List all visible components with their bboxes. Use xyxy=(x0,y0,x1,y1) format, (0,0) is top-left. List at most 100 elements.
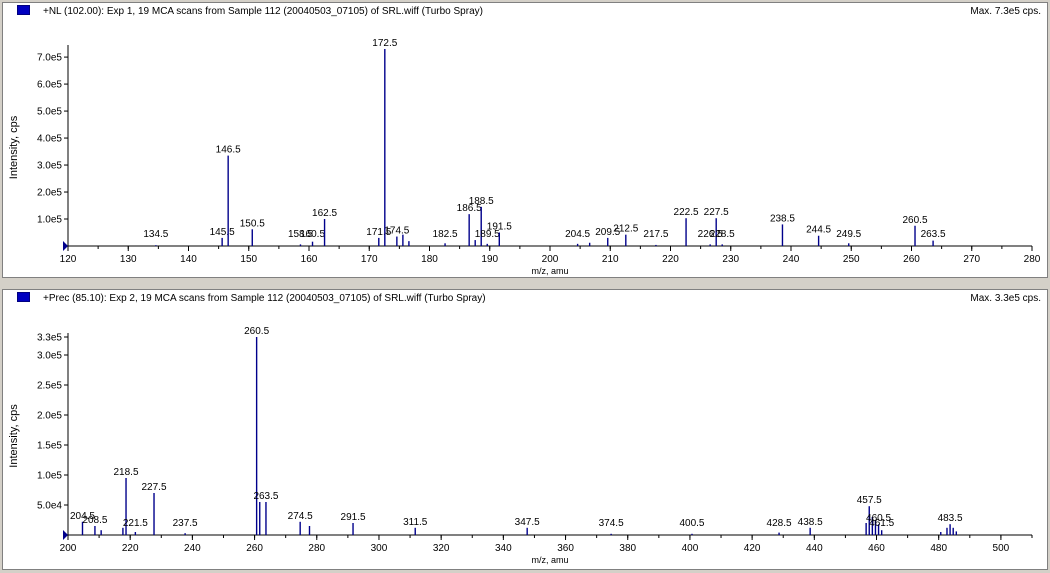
peak-label: 146.5 xyxy=(216,145,241,156)
peak-label: 263.5 xyxy=(253,491,278,502)
y-tick-label: 3.0e5 xyxy=(37,351,62,362)
peak-label: 189.5 xyxy=(475,229,500,240)
peak-label: 291.5 xyxy=(341,512,366,523)
x-tick-label: 500 xyxy=(993,543,1010,554)
peak-label: 191.5 xyxy=(487,222,512,233)
x-tick-label: 220 xyxy=(662,254,679,265)
peak-label: 221.5 xyxy=(123,518,148,529)
x-axis-label: m/z, amu xyxy=(531,266,568,276)
peak-label: 217.5 xyxy=(643,229,668,240)
x-tick-label: 180 xyxy=(421,254,438,265)
x-tick-label: 140 xyxy=(180,254,197,265)
peak-label: 228.5 xyxy=(710,229,735,240)
x-tick-label: 150 xyxy=(240,254,257,265)
peak-label: 438.5 xyxy=(798,517,823,528)
peak-label: 145.5 xyxy=(210,227,235,238)
peak-label: 172.5 xyxy=(372,38,397,49)
baseline-marker xyxy=(63,241,68,251)
x-axis-label: m/z, amu xyxy=(531,555,568,565)
peak-label: 218.5 xyxy=(114,467,139,478)
y-tick-label: 5.0e4 xyxy=(37,501,62,512)
x-tick-label: 210 xyxy=(602,254,619,265)
x-tick-label: 250 xyxy=(843,254,860,265)
x-tick-label: 340 xyxy=(495,543,512,554)
y-tick-label: 4.0e5 xyxy=(37,134,62,145)
peak-label: 238.5 xyxy=(770,213,795,224)
peak-label: 186.5 xyxy=(457,203,482,214)
x-tick-label: 200 xyxy=(60,543,77,554)
x-tick-label: 400 xyxy=(682,543,699,554)
peak-label: 204.5 xyxy=(565,229,590,240)
baseline-marker xyxy=(63,530,68,540)
spectrum-pane-top: +NL (102.00): Exp 1, 19 MCA scans from S… xyxy=(2,2,1048,278)
x-tick-label: 170 xyxy=(361,254,378,265)
peak-label: 204.5 xyxy=(70,511,95,522)
y-tick-label: 3.3e5 xyxy=(37,333,62,344)
x-tick-label: 480 xyxy=(930,543,947,554)
x-tick-label: 270 xyxy=(963,254,980,265)
max-intensity-label: Max. 3.3e5 cps. xyxy=(970,293,1041,304)
peak-label: 226.5 xyxy=(698,229,723,240)
peak-label: 263.5 xyxy=(921,229,946,240)
x-tick-label: 200 xyxy=(542,254,559,265)
pane-header: +Prec (85.10): Exp 2, 19 MCA scans from … xyxy=(3,290,1047,306)
y-tick-label: 2.5e5 xyxy=(37,381,62,392)
y-axis-label: Intensity, cps xyxy=(8,115,20,179)
pane-title: +NL (102.00): Exp 1, 19 MCA scans from S… xyxy=(43,6,483,17)
y-tick-label: 2.0e5 xyxy=(37,411,62,422)
y-tick-label: 5.0e5 xyxy=(37,107,62,118)
peak-label: 483.5 xyxy=(938,513,963,524)
x-tick-label: 190 xyxy=(481,254,498,265)
x-tick-label: 280 xyxy=(1024,254,1041,265)
x-tick-label: 220 xyxy=(122,543,139,554)
peak-label: 237.5 xyxy=(173,518,198,529)
trace-color-marker[interactable] xyxy=(17,5,30,15)
peak-label: 244.5 xyxy=(806,225,831,236)
peak-label: 188.5 xyxy=(469,196,494,207)
x-tick-label: 440 xyxy=(806,543,823,554)
x-tick-label: 360 xyxy=(557,543,574,554)
peak-label: 374.5 xyxy=(599,518,624,529)
peak-label: 400.5 xyxy=(679,518,704,529)
peak-label: 347.5 xyxy=(515,517,540,528)
y-tick-label: 6.0e5 xyxy=(37,80,62,91)
x-tick-label: 230 xyxy=(722,254,739,265)
peak-label: 227.5 xyxy=(142,482,167,493)
x-tick-label: 240 xyxy=(184,543,201,554)
trace-color-marker[interactable] xyxy=(17,292,30,302)
peak-label: 158.5 xyxy=(288,229,313,240)
peak-label: 171.5 xyxy=(366,227,391,238)
spectrum-plot[interactable]: 120 130 140 150 160 170 180 190 200 210 220 230 240 2… xyxy=(3,3,1047,277)
peak-label: 150.5 xyxy=(240,218,265,229)
y-axis-label: Intensity, cps xyxy=(8,404,20,468)
x-tick-label: 280 xyxy=(308,543,325,554)
peak-label: 260.5 xyxy=(902,215,927,226)
peak-label: 461.5 xyxy=(869,518,894,529)
x-tick-label: 320 xyxy=(433,543,450,554)
peak-label: 428.5 xyxy=(767,518,792,529)
y-tick-label: 1.0e5 xyxy=(37,215,62,226)
x-tick-label: 380 xyxy=(619,543,636,554)
x-tick-label: 130 xyxy=(120,254,137,265)
peak-label: 249.5 xyxy=(836,229,861,240)
peak-label: 174.5 xyxy=(384,226,409,237)
peak-label: 212.5 xyxy=(613,224,638,235)
y-tick-label: 7.0e5 xyxy=(37,53,62,64)
peak-label: 162.5 xyxy=(312,208,337,219)
peak-label: 182.5 xyxy=(433,229,458,240)
peak-label: 311.5 xyxy=(403,517,428,528)
peak-label: 457.5 xyxy=(857,495,882,506)
y-tick-label: 1.0e5 xyxy=(37,471,62,482)
pane-title: +Prec (85.10): Exp 2, 19 MCA scans from … xyxy=(43,293,486,304)
x-tick-label: 160 xyxy=(301,254,318,265)
spectrum-pane-bottom: +Prec (85.10): Exp 2, 19 MCA scans from … xyxy=(2,289,1048,570)
peak-label: 208.5 xyxy=(82,515,107,526)
spectrum-plot[interactable]: 200 220 240 260 280 300 320 340 360 380 400 420 440 4… xyxy=(3,290,1047,569)
x-tick-label: 420 xyxy=(744,543,761,554)
y-tick-label: 2.0e5 xyxy=(37,188,62,199)
peak-label: 460.5 xyxy=(866,513,891,524)
x-tick-label: 120 xyxy=(60,254,77,265)
peak-label: 160.5 xyxy=(300,229,325,240)
peak-label: 134.5 xyxy=(143,229,168,240)
pane-header: +NL (102.00): Exp 1, 19 MCA scans from S… xyxy=(3,3,1047,19)
